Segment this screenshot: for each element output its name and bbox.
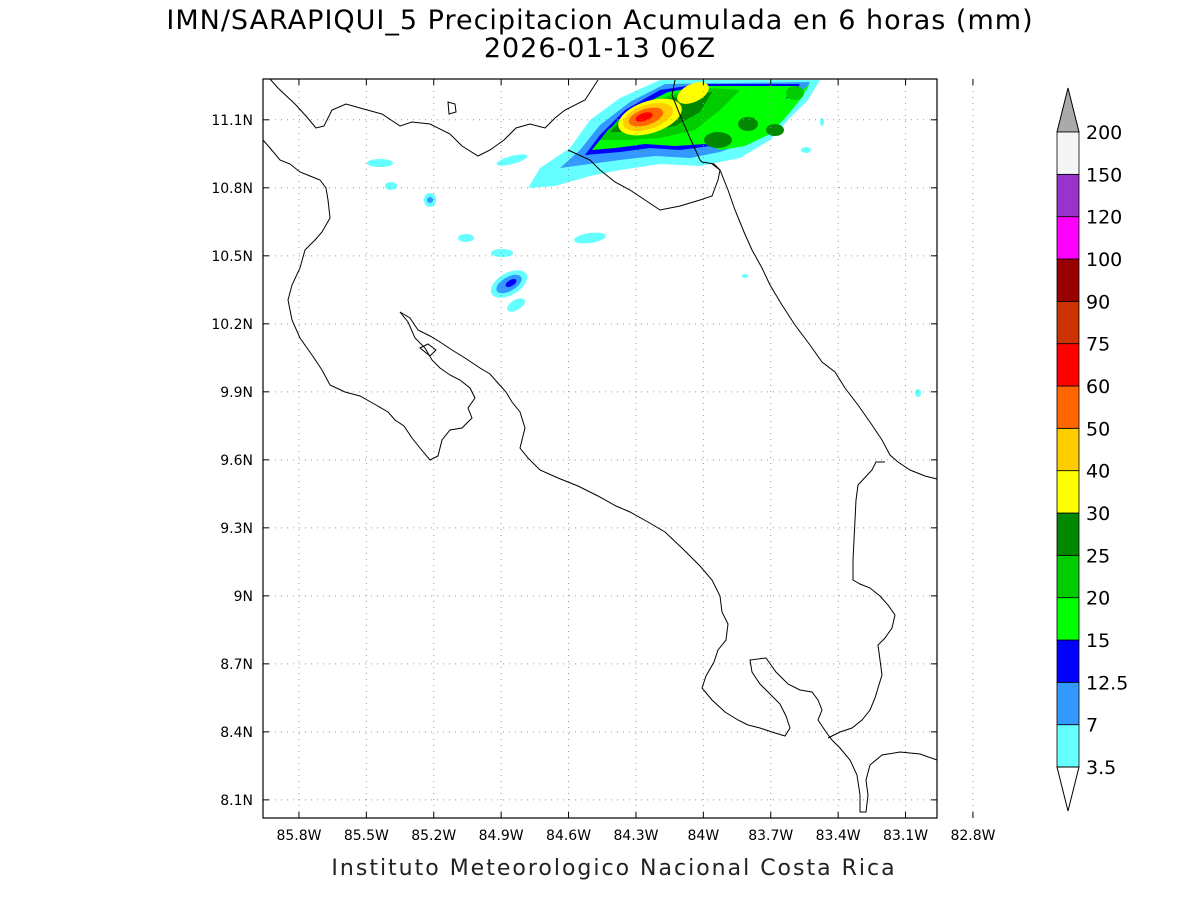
lat-tick-label: 11.1N bbox=[211, 113, 253, 129]
colorbar-label: 12.5 bbox=[1086, 672, 1128, 694]
longitude-ticks: 85.8W 85.5W 85.2W 84.9W 84.6W 84.3W 84W 83.7W 83… bbox=[276, 79, 996, 844]
precip-cell bbox=[506, 298, 526, 312]
colorbar-label: 200 bbox=[1086, 122, 1122, 144]
colorbar-swatch bbox=[1056, 173, 1080, 218]
precipitation-field bbox=[367, 80, 921, 397]
colorbar-swatch bbox=[1056, 554, 1080, 599]
precip-cell bbox=[367, 159, 393, 167]
lat-tick-label: 10.2N bbox=[211, 317, 253, 333]
precip-cell bbox=[496, 154, 528, 166]
colorbar-label: 75 bbox=[1086, 334, 1110, 356]
coastlines bbox=[263, 79, 937, 813]
lon-tick-label: 83.4W bbox=[816, 828, 861, 844]
lon-tick-label: 84.6W bbox=[546, 828, 591, 844]
colorbar-label: 120 bbox=[1086, 207, 1122, 229]
colorbar-swatch bbox=[1056, 512, 1080, 556]
precip-east-15 bbox=[700, 84, 810, 150]
colorbar-label: 90 bbox=[1086, 291, 1110, 313]
precip-cell bbox=[801, 147, 811, 153]
latitude-ticks: 11.1N 10.8N 10.5N 10.2N 9.9N 9.6N 9.3N 9N 8.7N 8.… bbox=[211, 113, 937, 809]
lat-tick-label: 9.6N bbox=[220, 453, 253, 469]
colorbar-label: 100 bbox=[1086, 249, 1122, 271]
lat-tick-label: 8.4N bbox=[220, 725, 253, 741]
precip-east-20d bbox=[786, 86, 804, 100]
precip-cell bbox=[820, 118, 824, 126]
colorbar-swatch bbox=[1056, 427, 1080, 472]
precip-cell bbox=[574, 232, 606, 244]
colorbar-label: 150 bbox=[1086, 164, 1122, 186]
colorbar-swatch bbox=[1056, 131, 1080, 175]
colorbar-bottom-arrow bbox=[1056, 766, 1080, 812]
golfo-dulce-panama bbox=[827, 461, 896, 739]
osa-peninsula bbox=[747, 657, 937, 813]
precip-cell bbox=[385, 182, 397, 190]
lat-tick-label: 10.5N bbox=[211, 249, 253, 265]
lon-tick-label: 85.5W bbox=[344, 828, 389, 844]
colorbar-swatch bbox=[1056, 639, 1080, 683]
small-island bbox=[447, 101, 457, 115]
colorbar-label: 7 bbox=[1086, 715, 1098, 737]
precip-core-60 bbox=[635, 112, 653, 122]
lat-tick-label: 8.1N bbox=[220, 793, 253, 809]
lon-tick-label: 83.7W bbox=[748, 828, 793, 844]
lon-tick-label: 85.2W bbox=[411, 828, 456, 844]
lon-tick-label: 82.8W bbox=[950, 828, 995, 844]
precip-east-25c bbox=[766, 124, 784, 136]
map-title: IMN/SARAPIQUI_5 Precipitacion Acumulada … bbox=[166, 5, 1034, 36]
colorbar-swatch bbox=[1056, 343, 1080, 387]
colorbar-swatch bbox=[1056, 724, 1080, 768]
precip-east-25 bbox=[704, 132, 732, 148]
gulf-of-nicoya bbox=[399, 311, 749, 726]
colorbar-label: 3.5 bbox=[1086, 757, 1116, 779]
colorbar-swatch bbox=[1056, 300, 1080, 345]
map-subtitle-date: 2026-01-13 06Z bbox=[483, 33, 717, 64]
colorbar-swatch bbox=[1056, 470, 1080, 514]
graticule bbox=[263, 79, 974, 818]
colorbar-label: 50 bbox=[1086, 418, 1110, 440]
colorbar-top-arrow bbox=[1056, 87, 1080, 133]
chira-island bbox=[419, 343, 437, 357]
colorbar-label: 15 bbox=[1086, 630, 1110, 652]
precip-cell bbox=[505, 279, 517, 287]
precip-core-30-b bbox=[677, 82, 709, 104]
colorbar-label: 25 bbox=[1086, 545, 1110, 567]
lat-tick-label: 9N bbox=[234, 589, 253, 605]
nicaragua-costa-rica-border bbox=[567, 79, 721, 211]
precip-cell bbox=[491, 249, 513, 257]
colorbar: 3.5 7 12.5 15 20 25 30 40 50 60 75 90 100 120 150 200 bbox=[1056, 87, 1128, 812]
precip-cell bbox=[458, 234, 474, 242]
precip-east-25b bbox=[738, 117, 758, 131]
lat-tick-label: 9.3N bbox=[220, 521, 253, 537]
lake-nicaragua-shore bbox=[269, 79, 599, 157]
pacific-coast-north bbox=[263, 139, 476, 461]
lon-tick-label: 85.8W bbox=[276, 828, 321, 844]
map-frame bbox=[262, 78, 938, 819]
lon-tick-label: 84.3W bbox=[613, 828, 658, 844]
lat-tick-label: 10.8N bbox=[211, 181, 253, 197]
colorbar-swatch bbox=[1056, 385, 1080, 429]
colorbar-label: 60 bbox=[1086, 376, 1110, 398]
colorbar-label: 20 bbox=[1086, 588, 1110, 610]
lon-tick-label: 83.1W bbox=[883, 828, 928, 844]
colorbar-label: 40 bbox=[1086, 461, 1110, 483]
colorbar-swatch bbox=[1056, 681, 1080, 726]
colorbar-label: 30 bbox=[1086, 503, 1110, 525]
caribbean-coast bbox=[711, 163, 937, 480]
lon-tick-label: 84.9W bbox=[479, 828, 524, 844]
colorbar-swatch bbox=[1056, 597, 1080, 641]
precip-cell bbox=[742, 274, 748, 278]
colorbar-swatch bbox=[1056, 258, 1080, 302]
lat-tick-label: 9.9N bbox=[220, 385, 253, 401]
credit-text: Instituto Meteorologico Nacional Costa R… bbox=[331, 856, 897, 881]
precip-cell bbox=[427, 197, 433, 203]
colorbar-swatch bbox=[1056, 216, 1080, 260]
lat-tick-label: 8.7N bbox=[220, 657, 253, 673]
precip-cell bbox=[915, 389, 921, 397]
lon-tick-label: 84W bbox=[688, 828, 720, 844]
